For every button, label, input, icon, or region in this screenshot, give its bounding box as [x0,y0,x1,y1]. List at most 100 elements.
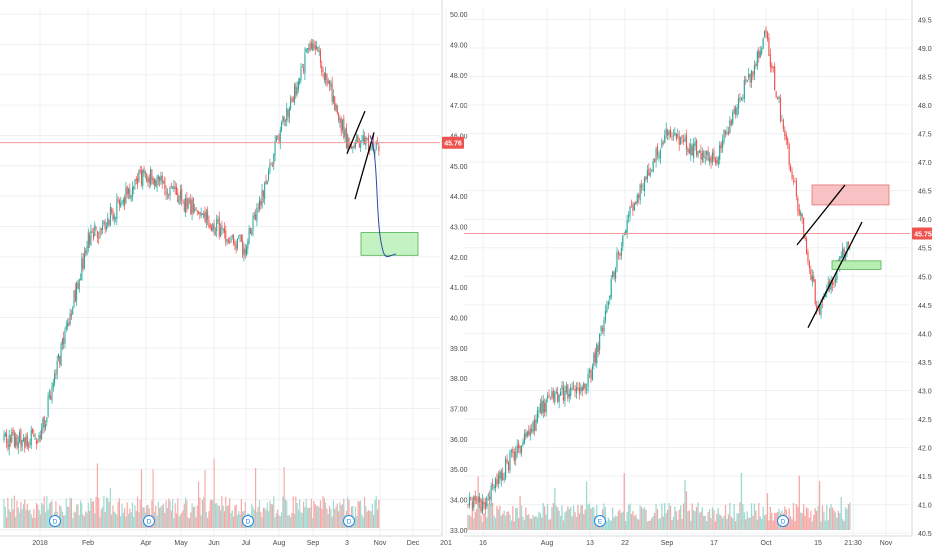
candle-body [748,73,750,78]
volume-bar [578,513,581,530]
candle-body [168,193,170,195]
candle-body [260,200,262,205]
y-tick-label: 49.00 [918,46,932,53]
candle-body [12,429,14,434]
candle-body [687,149,689,153]
candle-body [3,434,5,441]
candle-body [546,395,549,399]
candle-body [319,50,321,63]
candle-body [834,279,837,283]
volume-bar [617,511,620,530]
event-marker-label: E [598,519,603,526]
volume-bar [546,503,549,530]
candle-body [55,373,57,376]
candle-body [30,429,32,446]
candle-body [244,249,246,254]
candle-body [790,165,792,173]
volume-bar [525,507,527,530]
projection-path [369,135,397,258]
volume-bar [564,512,566,530]
candle-body [643,177,646,191]
trendline-upper [346,110,366,154]
candle-body [216,219,218,232]
candle-body [562,387,565,401]
volume-bar [661,503,663,530]
candle-body [603,320,605,333]
candle-body [840,255,842,259]
candle-body [118,200,120,205]
volume-bar [134,505,136,528]
volume-bar [839,512,841,530]
volume-bar [693,510,695,530]
y-tick-label: 50.00 [450,12,468,19]
candle-body [638,194,640,198]
candle-body [316,46,318,49]
volume-bar [199,497,201,528]
volume-bar [105,497,108,528]
price-badge-bg [912,227,932,240]
volume-bar [225,496,227,528]
candle-body [196,210,198,212]
x-tick-label: Nov [374,540,387,547]
volume-bar [489,503,491,530]
candle-body [20,429,22,446]
candle-body [617,252,620,255]
candle-body [21,440,23,448]
candle-body [370,146,372,151]
candle-body [763,31,766,37]
volume-bar [274,517,276,528]
volume-bar [297,509,299,528]
volume-bar [682,503,685,530]
volume-bar [840,497,842,530]
candle-body [277,135,279,137]
volume-bar [719,514,721,530]
candle-body [768,37,770,56]
candle-body [103,220,105,224]
volume-bar [483,513,485,530]
volume-bar [522,516,524,530]
candle-body [63,337,65,344]
volume-bar [336,503,338,528]
volume-bar [506,511,508,530]
volume-bar [16,500,18,528]
candle-body [736,107,738,116]
volume-bar [801,513,803,530]
volume-bar [504,515,507,530]
candle-body [213,225,215,235]
volume-bar [473,518,475,530]
candle-body [330,84,332,87]
y-tick-label: 45.00 [450,164,468,171]
candle-body [659,149,661,159]
candle-body [794,181,796,182]
candle-body [532,421,534,433]
candle-body [43,416,45,428]
volume-bar [231,510,233,528]
candle-body [656,146,659,157]
candle-body [321,65,323,73]
volume-bar [645,509,647,530]
candle-body [303,68,305,72]
volume-bar [474,511,476,530]
candle-body [366,138,368,140]
volume-bar [273,496,275,528]
x-tick-label: 201 [440,540,452,547]
candle-body [94,224,96,236]
candle-body [78,278,80,291]
candle-body [227,239,229,244]
candle-body [139,170,141,172]
volume-bar [818,480,821,530]
volume-bar [120,516,122,528]
candle-body [72,307,74,315]
volume-bar [629,503,631,530]
x-tick-label: Sep [307,540,320,547]
candle-body [57,353,59,359]
volume-bar [659,518,662,530]
candle-body [37,441,39,442]
candle-body [675,133,677,140]
candle-body [6,433,8,444]
candle-body [680,137,682,145]
volume-bar [269,500,271,528]
volume-bar [188,518,191,528]
candle-body [345,128,347,148]
